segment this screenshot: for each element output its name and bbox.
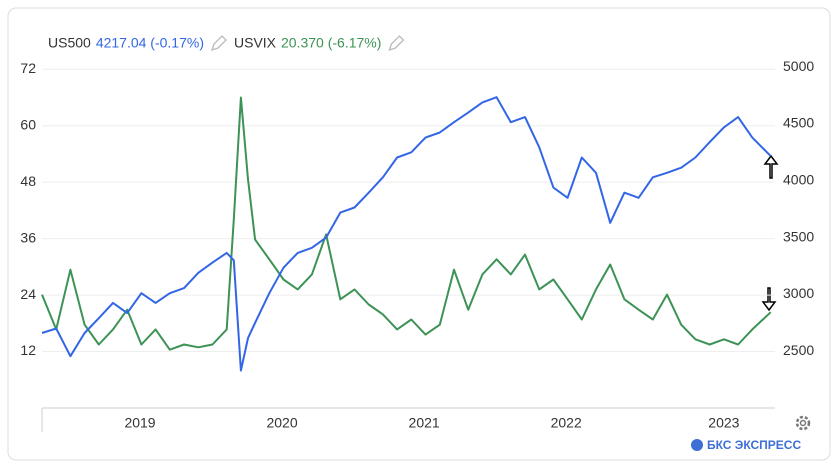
- series-line: [41, 96, 772, 372]
- legend-name: US500: [48, 35, 91, 51]
- y2-tick-label: 3000: [783, 285, 814, 301]
- y2-tick-label: 4000: [783, 171, 814, 187]
- y-tick-label: 12: [20, 342, 36, 358]
- x-tick-label: 2022: [551, 415, 582, 431]
- brand: БКС ЭКСПРЕСС: [707, 438, 801, 452]
- x-tick-label: 2021: [409, 415, 440, 431]
- down-arrow: [761, 287, 777, 312]
- x-tick-label: 2020: [266, 415, 297, 431]
- x-tick-label: 2019: [124, 415, 155, 431]
- y2-tick-label: 5000: [783, 58, 814, 74]
- y2-tick-label: 2500: [783, 342, 814, 358]
- up-arrow: [763, 154, 779, 179]
- y2-tick-label: 3500: [783, 228, 814, 244]
- y-tick-label: 72: [20, 60, 36, 76]
- y2-tick-label: 4500: [783, 115, 814, 131]
- settings-icon[interactable]: [795, 415, 811, 431]
- card-border: [7, 7, 831, 461]
- series-line: [41, 96, 772, 351]
- legend-edit-icon: [388, 35, 405, 52]
- brand-logo: [691, 439, 703, 451]
- legend-edit-icon: [210, 35, 227, 52]
- y-tick-label: 48: [20, 173, 36, 189]
- y-tick-label: 24: [20, 286, 36, 302]
- x-tick-label: 2023: [708, 415, 739, 431]
- y-tick-label: 60: [20, 116, 36, 132]
- legend-name: USVIX: [234, 35, 277, 51]
- legend-value: 4217.04 (-0.17%): [96, 35, 204, 51]
- y-tick-label: 36: [20, 229, 36, 245]
- legend-value: 20.370 (-6.17%): [281, 35, 381, 51]
